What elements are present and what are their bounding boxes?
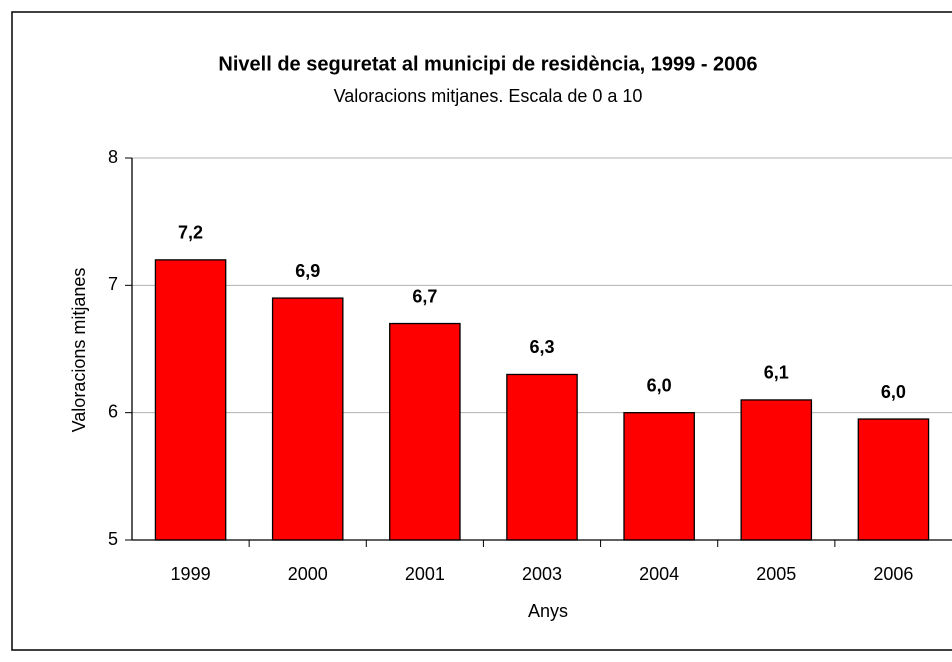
bar bbox=[623, 412, 695, 541]
y-tick-label: 6 bbox=[108, 401, 118, 421]
bar bbox=[389, 322, 461, 541]
x-tick-label: 2004 bbox=[639, 564, 679, 584]
bar bbox=[506, 373, 578, 541]
y-tick-label: 8 bbox=[108, 147, 118, 167]
data-label: 6,9 bbox=[295, 261, 320, 281]
x-tick-label: 1999 bbox=[171, 564, 211, 584]
x-tick-label: 2003 bbox=[522, 564, 562, 584]
y-axis-label: Valoracions mitjanes bbox=[69, 268, 89, 433]
chart-border bbox=[11, 11, 952, 651]
bar bbox=[271, 297, 344, 541]
y-tick-label: 5 bbox=[108, 529, 118, 549]
x-tick-label: 2005 bbox=[756, 564, 796, 584]
chart-title: Nivell de seguretat al municipi de resid… bbox=[218, 53, 757, 75]
x-tick-label: 2000 bbox=[288, 564, 328, 584]
data-label: 6,0 bbox=[881, 382, 906, 402]
y-tick-label: 7 bbox=[108, 274, 118, 294]
bar bbox=[154, 259, 227, 541]
x-axis-label: Anys bbox=[528, 601, 568, 621]
x-tick-label: 2006 bbox=[873, 564, 913, 584]
data-label: 6,0 bbox=[647, 375, 672, 395]
data-label: 7,2 bbox=[178, 223, 203, 243]
bar bbox=[857, 418, 930, 541]
data-label: 6,3 bbox=[529, 337, 554, 357]
data-label: 6,7 bbox=[412, 286, 437, 306]
data-label: 6,1 bbox=[764, 363, 789, 383]
bar bbox=[740, 399, 813, 541]
x-tick-label: 2001 bbox=[405, 564, 445, 584]
chart-subtitle: Valoracions mitjanes. Escala de 0 a 10 bbox=[334, 86, 643, 106]
